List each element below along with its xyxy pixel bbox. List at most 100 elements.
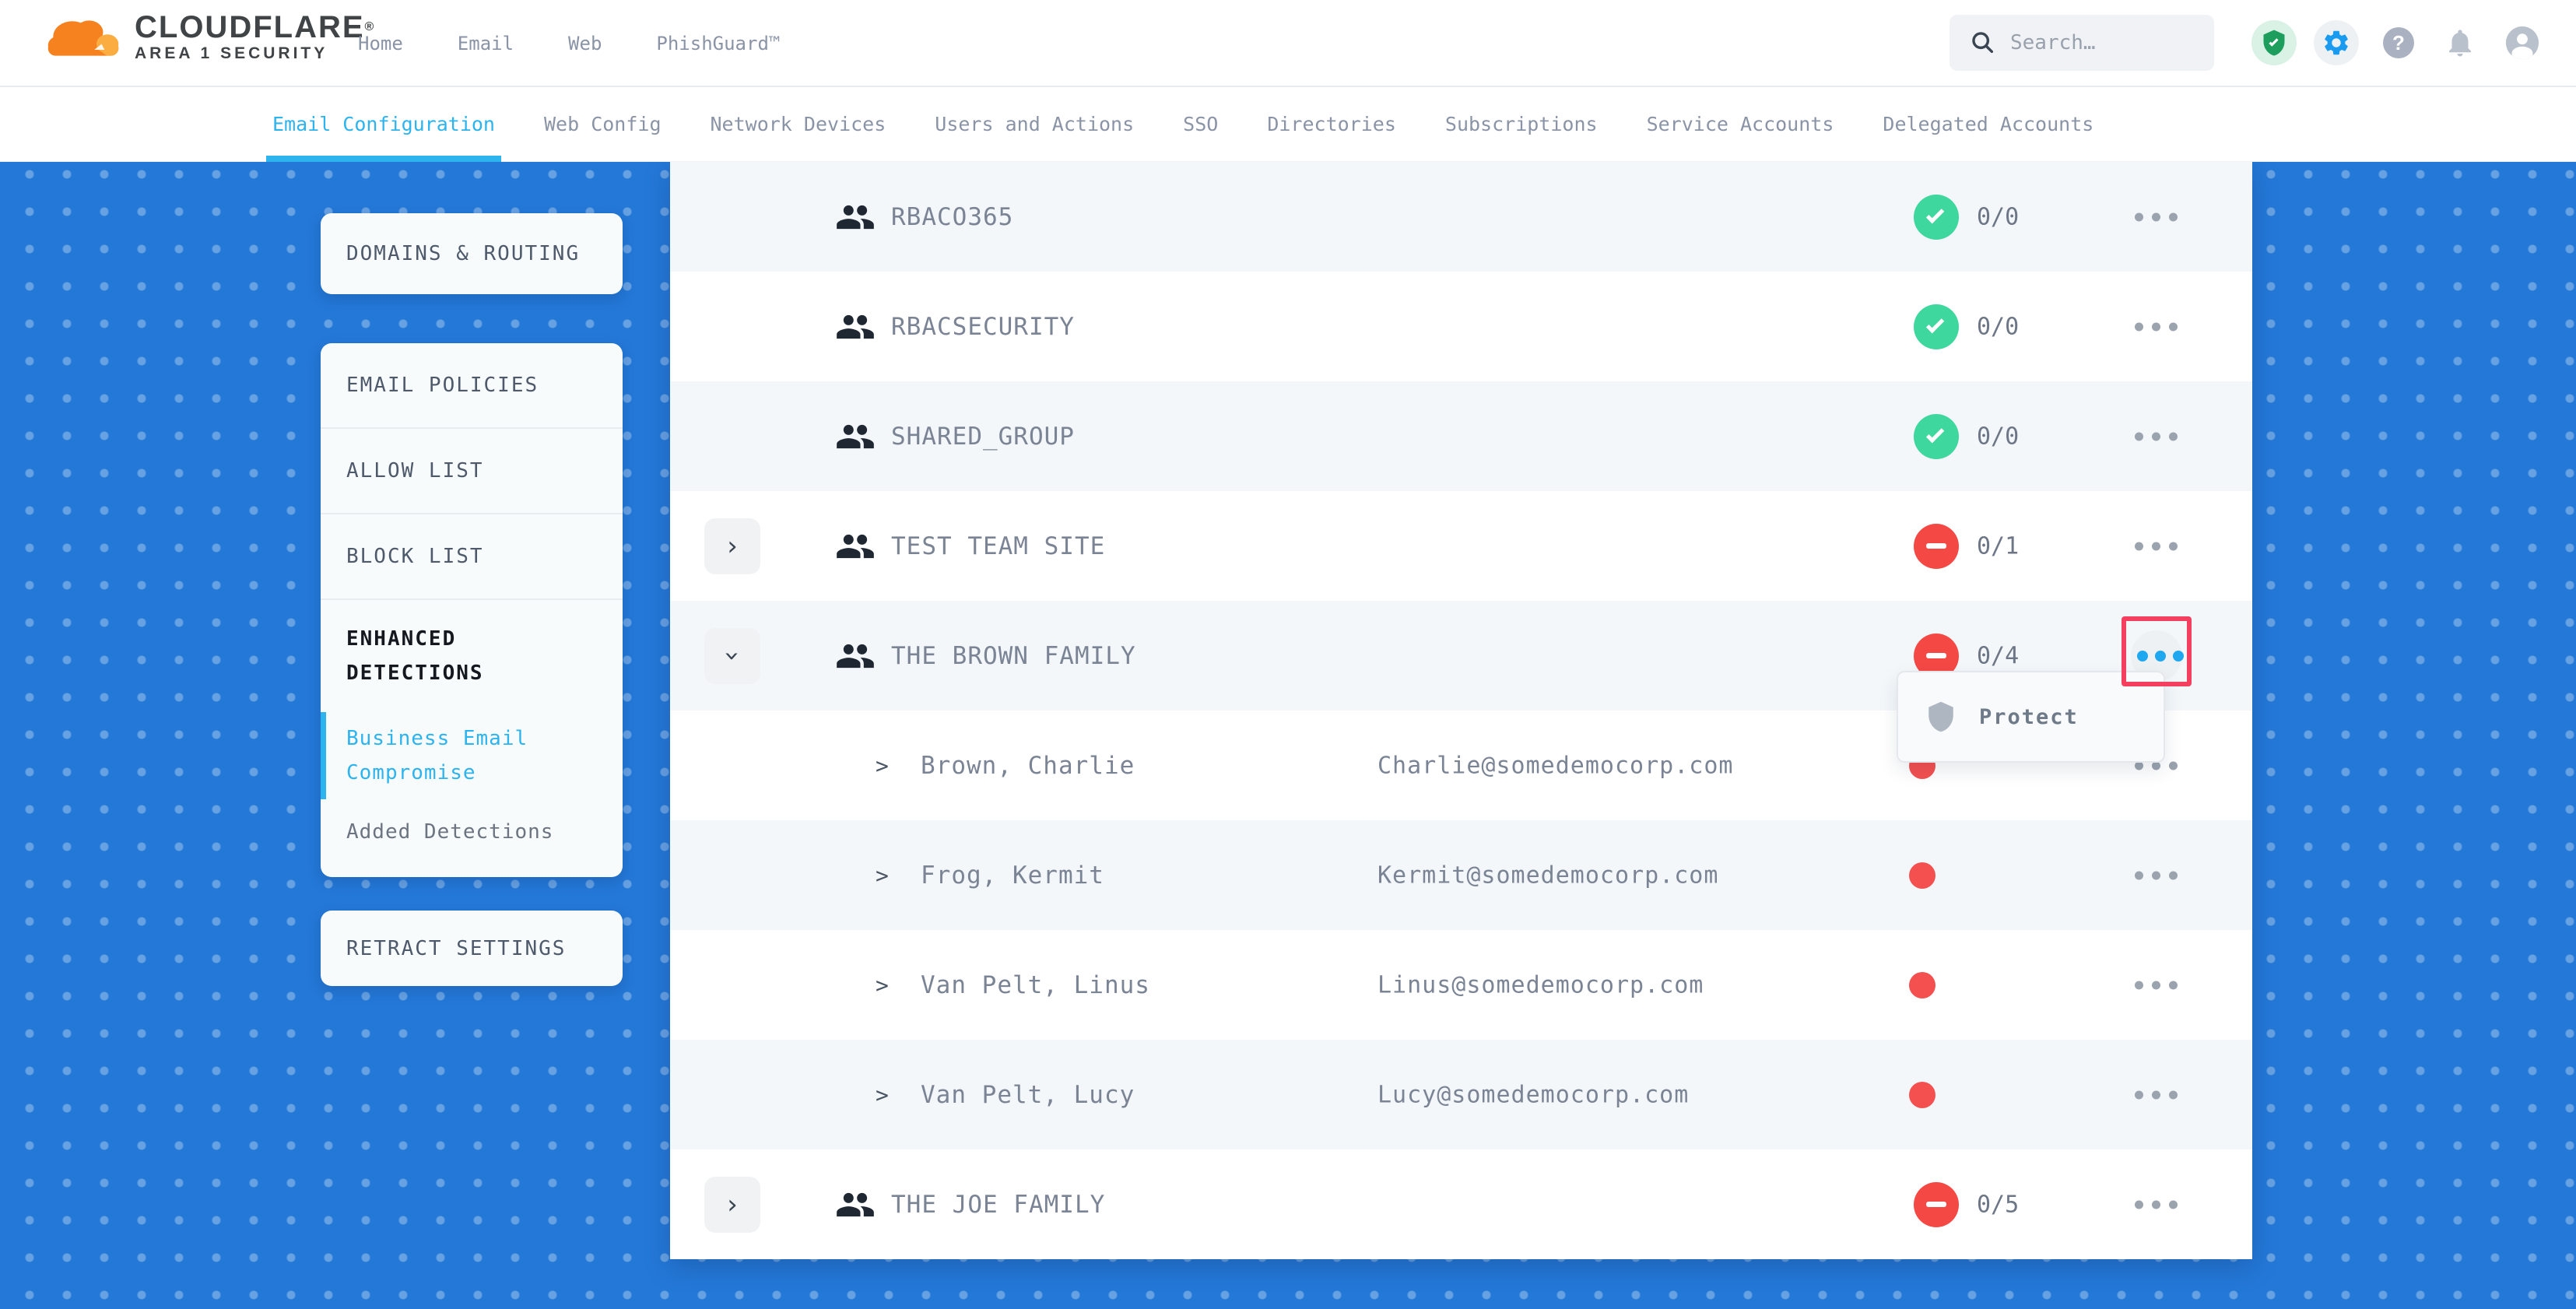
brand-title: CLOUDFLARE® (135, 10, 376, 44)
settings-button[interactable] (2314, 20, 2359, 65)
row-menu-button[interactable] (2135, 761, 2178, 770)
row-context-menu: Protect (1897, 671, 2165, 763)
sidebar-item-enhanced-detections[interactable]: ENHANCED DETECTIONS (346, 627, 484, 685)
tab-web-config[interactable]: Web Config (543, 113, 662, 135)
group-icon (837, 1192, 874, 1216)
protection-count: 0/0 (1977, 203, 2020, 230)
status-blocked-badge (1914, 633, 1959, 679)
search-icon (1972, 32, 1994, 54)
nav-home[interactable]: Home (358, 33, 403, 54)
table-row-group[interactable]: › TEST TEAM SITE 0/1 (670, 491, 2252, 601)
table-row-group[interactable]: SHARED_GROUP 0/0 (670, 381, 2252, 491)
status-blocked-badge (1914, 523, 1959, 569)
row-menu-button[interactable] (2135, 542, 2178, 550)
group-icon (837, 644, 874, 668)
row-menu-button[interactable] (2135, 432, 2178, 440)
tab-email-configuration[interactable]: Email Configuration (266, 87, 501, 162)
member-chevron: > (876, 862, 889, 888)
row-menu-button[interactable] (2135, 981, 2178, 989)
divider (321, 598, 623, 600)
help-icon: ? (2383, 27, 2414, 58)
top-nav: Home Email Web PhishGuard™ (358, 0, 780, 87)
group-name: THE BROWN FAMILY (891, 641, 1136, 670)
group-icon (837, 534, 874, 558)
search-input[interactable] (2010, 31, 2197, 54)
group-name: RBACSECURITY (891, 312, 1075, 341)
security-status-button[interactable] (2251, 20, 2297, 65)
group-name: TEST TEAM SITE (891, 532, 1106, 560)
row-menu-button[interactable] (2135, 871, 2178, 879)
notifications-button[interactable] (2444, 26, 2476, 59)
sidebar-item-email-policies[interactable]: EMAIL POLICIES (346, 374, 539, 397)
help-button[interactable]: ? (2383, 27, 2414, 58)
status-flag-dot (1909, 971, 1936, 998)
divider (321, 513, 623, 514)
account-button[interactable] (2504, 25, 2540, 61)
table-row-group[interactable]: RBACSECURITY 0/0 (670, 272, 2252, 381)
sidebar-item-domains-routing[interactable]: DOMAINS & ROUTING (346, 242, 581, 265)
member-email: Charlie@somedemocorp.com (1377, 752, 1734, 779)
sidebar-item-allow-list[interactable]: ALLOW LIST (346, 459, 484, 483)
protection-count: 0/1 (1977, 532, 2020, 560)
tab-delegated-accounts[interactable]: Delegated Accounts (1883, 113, 2094, 135)
app-header: CLOUDFLARE® AREA 1 SECURITY Home Email W… (0, 0, 2576, 87)
member-name: Van Pelt, Linus (921, 970, 1150, 999)
groups-table: RBACO365 0/0 RBACSECURITY 0/0 SHARED_GRO… (670, 162, 2252, 1259)
table-row-member[interactable]: > Van Pelt, Linus Linus@somedemocorp.com (670, 930, 2252, 1040)
highlight-annotation-box (2122, 616, 2192, 686)
nav-phishguard[interactable]: PhishGuard™ (656, 33, 781, 54)
status-blocked-badge (1914, 1181, 1959, 1227)
sidebar-item-block-list[interactable]: BLOCK LIST (346, 545, 484, 568)
cloudflare-cloud-icon (47, 20, 119, 56)
tab-network-devices[interactable]: Network Devices (710, 113, 886, 135)
member-email: Kermit@somedemocorp.com (1377, 862, 1719, 889)
row-menu-button[interactable] (2135, 322, 2178, 331)
row-menu-button-active[interactable] (2137, 650, 2184, 662)
nav-email[interactable]: Email (457, 33, 514, 54)
search-box[interactable] (1950, 15, 2214, 71)
nav-web[interactable]: Web (568, 33, 602, 54)
cloudflare-logo: CLOUDFLARE® AREA 1 SECURITY (43, 11, 375, 64)
table-row-group[interactable]: RBACO365 0/0 (670, 162, 2252, 272)
expand-button[interactable]: › (704, 1176, 760, 1233)
tab-directories[interactable]: Directories (1267, 113, 1396, 135)
table-row-member[interactable]: > Van Pelt, Lucy Lucy@somedemocorp.com (670, 1040, 2252, 1149)
tab-users-and-actions[interactable]: Users and Actions (935, 113, 1135, 135)
table-row-group[interactable]: › THE JOE FAMILY 0/5 (670, 1149, 2252, 1259)
bell-icon (2449, 30, 2471, 57)
member-email: Lucy@somedemocorp.com (1377, 1081, 1690, 1108)
shield-check-icon (2263, 30, 2285, 56)
tab-service-accounts[interactable]: Service Accounts (1646, 113, 1834, 135)
protection-count: 0/4 (1977, 642, 2020, 669)
member-chevron: > (876, 972, 889, 998)
row-menu-button[interactable] (2135, 1090, 2178, 1099)
expand-button[interactable]: › (704, 518, 760, 574)
sidebar-item-added-detections[interactable]: Added Detections (346, 820, 554, 844)
member-name: Brown, Charlie (921, 751, 1135, 780)
row-menu-button[interactable] (2135, 212, 2178, 221)
member-chevron: > (876, 753, 889, 778)
member-chevron: > (876, 1082, 889, 1107)
status-ok-badge (1914, 304, 1959, 349)
tab-subscriptions[interactable]: Subscriptions (1444, 113, 1598, 135)
collapse-button[interactable]: › (704, 627, 760, 684)
menu-item-protect[interactable]: Protect (1979, 704, 2079, 729)
sidebar-item-business-email-compromise[interactable]: Business Email Compromise (321, 709, 623, 802)
group-icon (837, 205, 874, 229)
tab-sso[interactable]: SSO (1183, 113, 1219, 135)
group-icon (837, 424, 874, 448)
status-ok-badge (1914, 194, 1959, 240)
sidebar-card-domains-routing: DOMAINS & ROUTING (321, 213, 623, 294)
table-row-member[interactable]: > Frog, Kermit Kermit@somedemocorp.com (670, 820, 2252, 930)
row-menu-button[interactable] (2135, 1200, 2178, 1209)
sidebar-card-retract-settings: RETRACT SETTINGS (321, 911, 623, 986)
table-row-member[interactable]: > Brown, Charlie Charlie@somedemocorp.co… (670, 711, 2252, 820)
status-flag-dot (1909, 1081, 1936, 1108)
group-name: SHARED_GROUP (891, 422, 1075, 451)
sidebar-item-retract-settings[interactable]: RETRACT SETTINGS (346, 936, 567, 960)
gear-icon (2325, 30, 2348, 55)
brand-subtitle: AREA 1 SECURITY (135, 44, 328, 62)
protection-count: 0/0 (1977, 423, 2020, 450)
member-name: Van Pelt, Lucy (921, 1080, 1135, 1109)
member-email: Linus@somedemocorp.com (1377, 971, 1704, 998)
